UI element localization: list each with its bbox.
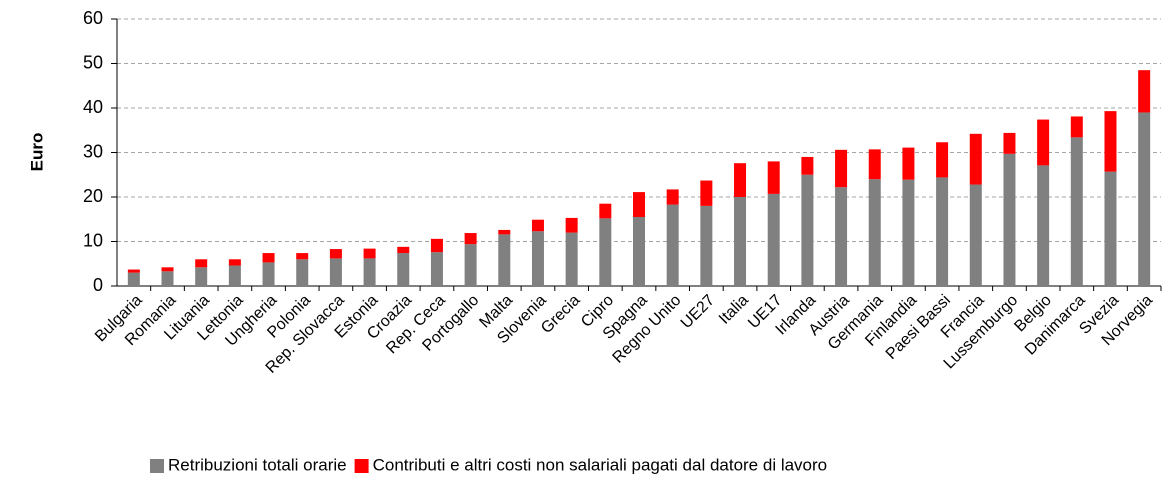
y-tick-label: 40 <box>83 97 103 117</box>
bar-segment <box>599 203 612 219</box>
bar-segment <box>902 179 915 286</box>
bar-segment <box>464 244 477 286</box>
bar-segment <box>700 180 713 206</box>
x-tick-label: Grecia <box>538 292 583 337</box>
bar-segment <box>599 218 612 286</box>
bar-segment <box>127 269 140 273</box>
bar-segment <box>835 187 848 286</box>
bar-segment <box>700 205 713 286</box>
y-tick-label: 10 <box>83 230 103 250</box>
bar-segment <box>565 217 578 233</box>
bar-segment <box>1138 70 1151 113</box>
bar-segment <box>262 253 275 263</box>
bar-segment <box>565 232 578 286</box>
legend-label: Retribuzioni totali orarie <box>168 455 347 474</box>
bar-segment <box>296 253 309 260</box>
bar-segment <box>1104 171 1117 286</box>
bar-segment <box>801 174 814 286</box>
legend-swatch <box>354 459 369 473</box>
bar-segment <box>767 161 780 194</box>
y-tick-label: 60 <box>83 8 103 28</box>
bar-segment <box>1070 137 1083 286</box>
bar-segment <box>734 197 747 286</box>
bar-segment <box>228 265 241 286</box>
bar-segment <box>666 204 679 286</box>
bar-segment <box>397 253 410 286</box>
bar-segment <box>633 217 645 286</box>
bar-segment <box>633 192 645 218</box>
bar-segment <box>363 248 376 259</box>
bar-segment <box>430 252 443 286</box>
bar-segment <box>397 246 410 254</box>
y-tick-label: 50 <box>83 52 103 72</box>
bar-segment <box>464 233 477 245</box>
bar-segment <box>767 193 780 286</box>
bar-segment <box>262 262 275 286</box>
y-tick-label: 20 <box>83 186 103 206</box>
bar-segment <box>127 272 140 286</box>
bar-segment <box>1003 153 1016 286</box>
bar-segment <box>1138 112 1151 286</box>
bar-segment <box>1070 116 1083 138</box>
legend-label: Contributi e altri costi non salariali p… <box>373 455 828 474</box>
bar-segment <box>531 231 544 286</box>
y-tick-label: 30 <box>83 141 103 161</box>
bar-segment <box>1104 111 1117 172</box>
y-axis-label: Euro <box>27 133 46 172</box>
bar-segment <box>666 189 679 205</box>
bar-segment <box>228 259 241 266</box>
bar-segment <box>195 259 208 268</box>
bar-segment <box>936 177 949 286</box>
bar-segment <box>835 149 848 188</box>
bar-segment <box>329 258 342 286</box>
bar-segment <box>498 234 511 286</box>
bar-segment <box>498 229 511 235</box>
bar-segment <box>195 267 208 286</box>
bar-segment <box>868 179 881 286</box>
bar-segment <box>1037 165 1050 286</box>
bar-segment <box>430 238 443 253</box>
bar-segment <box>969 133 982 185</box>
bar-segment <box>868 149 881 180</box>
x-tick-label: UE27 <box>678 292 718 332</box>
bar-segment <box>734 163 747 197</box>
y-tick-label: 0 <box>93 275 103 295</box>
bar-segment <box>801 156 814 175</box>
bar-segment <box>161 267 174 272</box>
bar-segment <box>902 147 915 180</box>
bar-segment <box>161 271 174 286</box>
bar-segment <box>1003 132 1016 154</box>
bar-segment <box>936 142 949 178</box>
bar-segment <box>969 184 982 286</box>
bar-segment <box>1037 119 1050 166</box>
bar-segment <box>531 219 544 232</box>
legend-swatch <box>150 459 164 473</box>
bar-segment <box>329 249 342 259</box>
bar-segment <box>363 258 376 286</box>
bar-segment <box>296 259 309 286</box>
